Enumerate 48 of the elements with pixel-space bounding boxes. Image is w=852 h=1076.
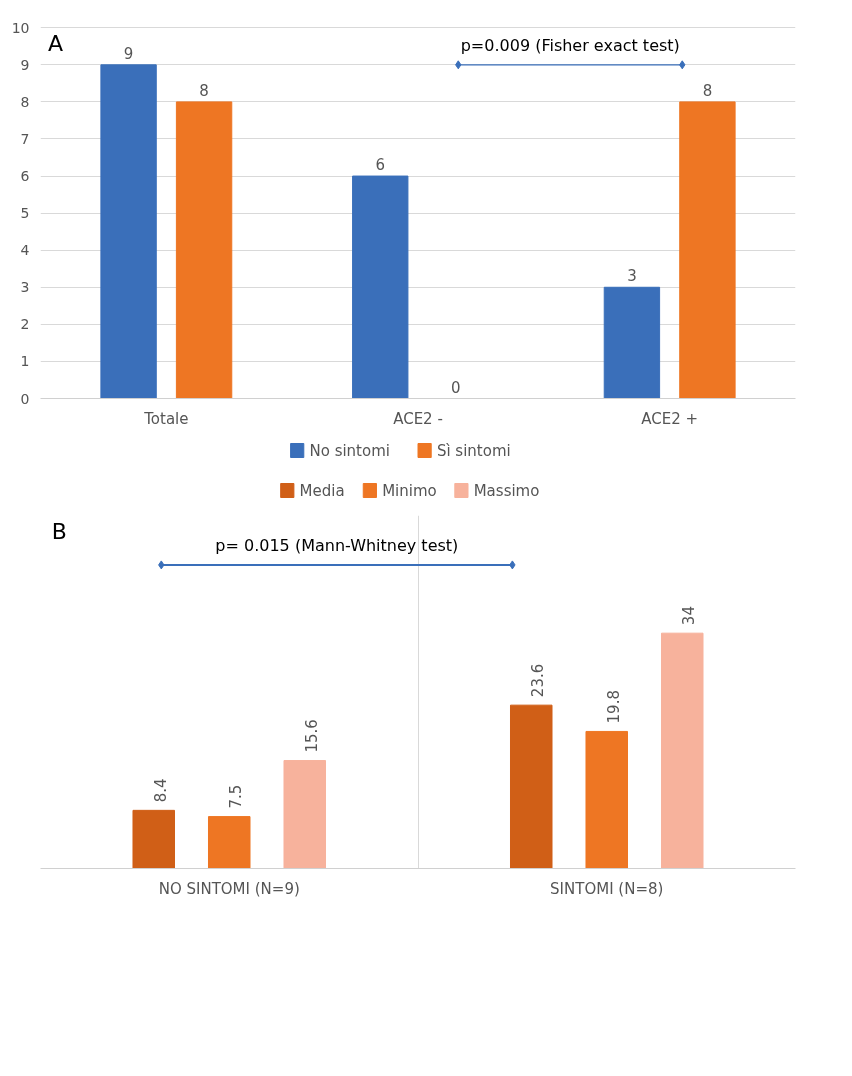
bar (660, 632, 704, 869)
data-label: 8.4 (151, 778, 170, 803)
legend-label: Massimo (473, 481, 540, 500)
data-label: 23.6 (529, 663, 548, 698)
annotation: p=0.009 (Fisher exact test) (460, 35, 680, 55)
bar (283, 760, 327, 869)
bar (509, 704, 553, 869)
bar (207, 816, 251, 869)
data-label: 19.8 (604, 690, 623, 724)
text: B (51, 518, 67, 544)
data-label: 8 (702, 81, 713, 100)
data-label: 0 (450, 378, 461, 397)
legend-label: Media (299, 481, 345, 500)
x-tick-label: ACE2 + (641, 409, 699, 428)
bar (603, 286, 661, 399)
bar (679, 101, 736, 399)
y-tick-label: 9 (20, 56, 30, 73)
y-tick-label: 4 (20, 242, 30, 259)
legend-label: Minimo (382, 481, 437, 500)
data-label: 8 (199, 81, 209, 100)
annotation: A (48, 30, 64, 56)
y-tick-label: 6 (20, 168, 30, 185)
x-tick-label: ACE2 - (393, 409, 443, 428)
y-tick-label: 1 (20, 353, 30, 370)
bar (175, 101, 233, 399)
y-tick-label: 7 (20, 130, 30, 147)
data-label: 7.5 (227, 784, 246, 809)
x-tick-label: SINTOMI (N=8) (550, 879, 664, 898)
bar (100, 64, 157, 399)
bar (352, 175, 409, 399)
y-tick-label: 3 (20, 279, 30, 296)
x-tick-label: Totale (143, 409, 189, 428)
text: p= 0.015 (Mann-Whitney test) (215, 535, 459, 555)
y-tick-label: 2 (20, 316, 30, 333)
data-label: 15.6 (302, 719, 321, 753)
data-label: 9 (123, 44, 134, 63)
data-label: 6 (375, 156, 386, 175)
data-label: 3 (627, 267, 637, 286)
legend-label: No sintomi (309, 441, 390, 460)
y-tick-label: 8 (20, 93, 30, 110)
y-tick-label: 10 (11, 19, 30, 36)
x-tick-label: NO SINTOMI (N=9) (158, 879, 300, 898)
bar (132, 809, 176, 869)
y-tick-label: 5 (20, 205, 30, 222)
y-tick-label: 0 (20, 390, 30, 407)
legend-label: Sì sintomi (436, 441, 511, 460)
data-label: 34 (680, 606, 699, 626)
bar (585, 730, 629, 869)
